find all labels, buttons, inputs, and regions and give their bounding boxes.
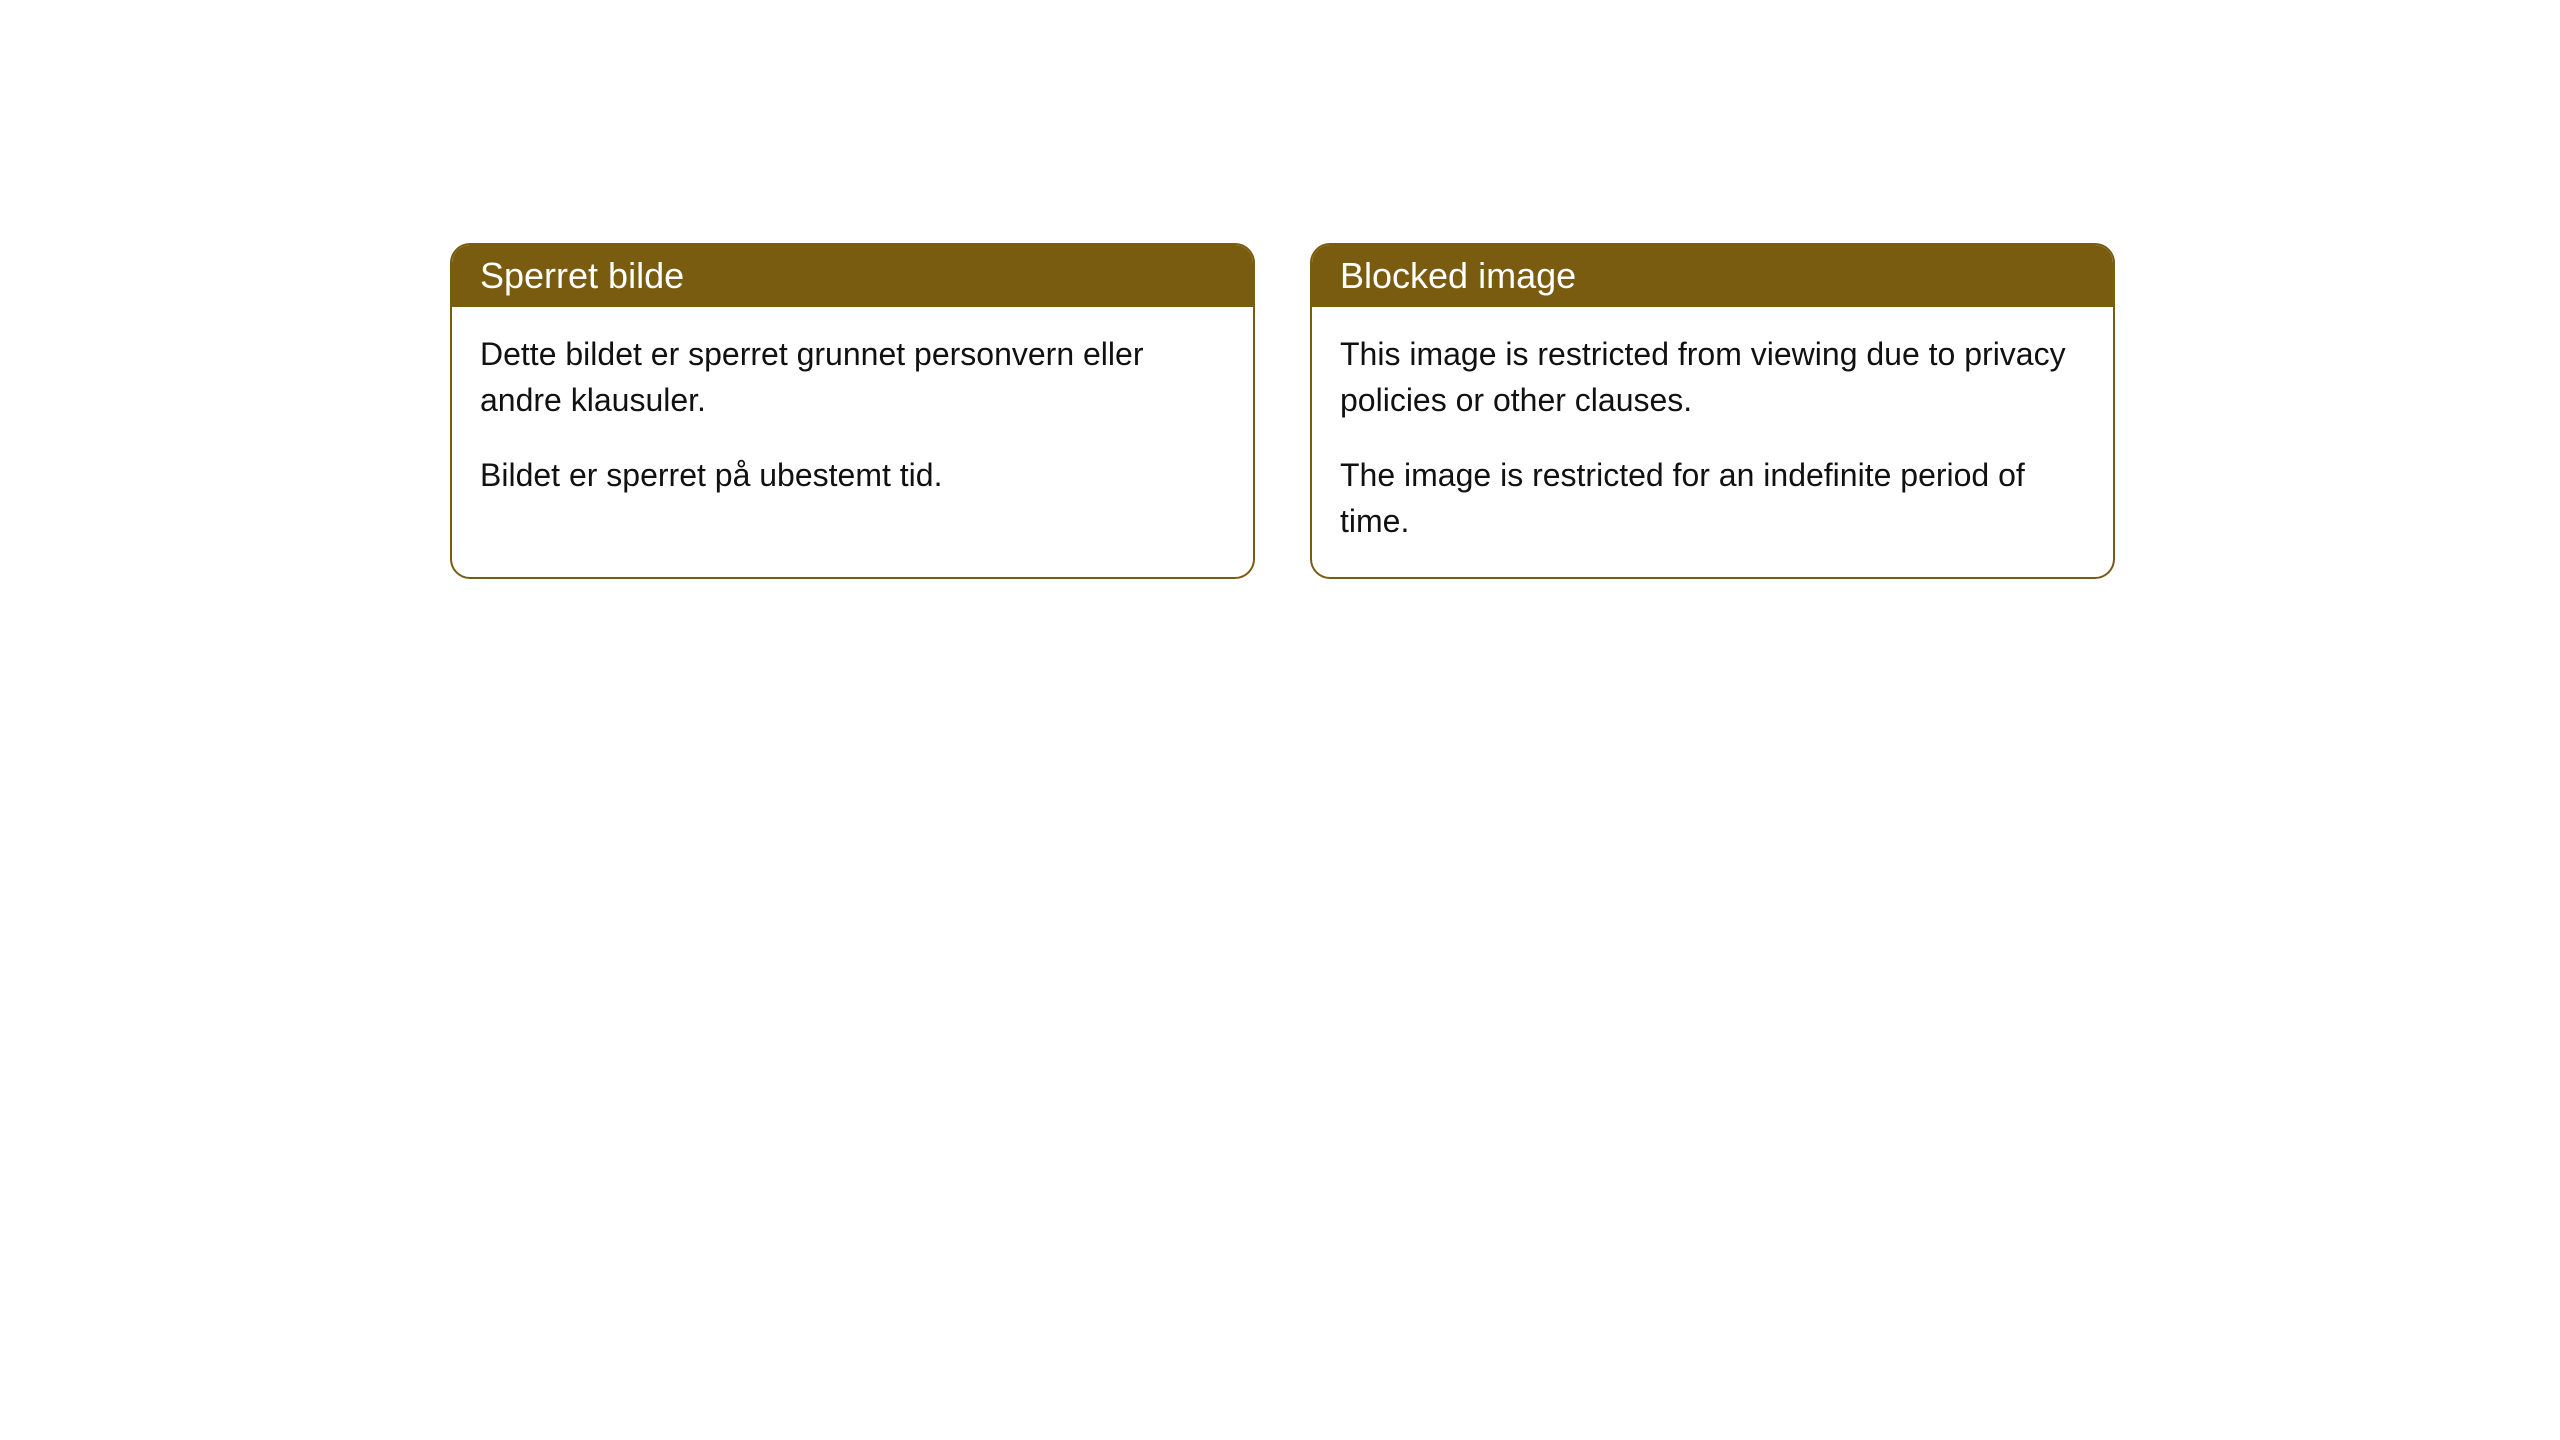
card-body: Dette bildet er sperret grunnet personve… [452,307,1253,530]
card-paragraph: The image is restricted for an indefinit… [1340,452,2085,545]
card-header: Blocked image [1312,245,2113,307]
card-body: This image is restricted from viewing du… [1312,307,2113,577]
card-header: Sperret bilde [452,245,1253,307]
card-paragraph: Dette bildet er sperret grunnet personve… [480,331,1225,424]
notice-card-norwegian: Sperret bilde Dette bildet er sperret gr… [450,243,1255,579]
card-title: Sperret bilde [480,255,684,296]
card-title: Blocked image [1340,255,1576,296]
notice-cards-container: Sperret bilde Dette bildet er sperret gr… [450,243,2115,579]
card-paragraph: This image is restricted from viewing du… [1340,331,2085,424]
notice-card-english: Blocked image This image is restricted f… [1310,243,2115,579]
card-paragraph: Bildet er sperret på ubestemt tid. [480,452,1225,498]
